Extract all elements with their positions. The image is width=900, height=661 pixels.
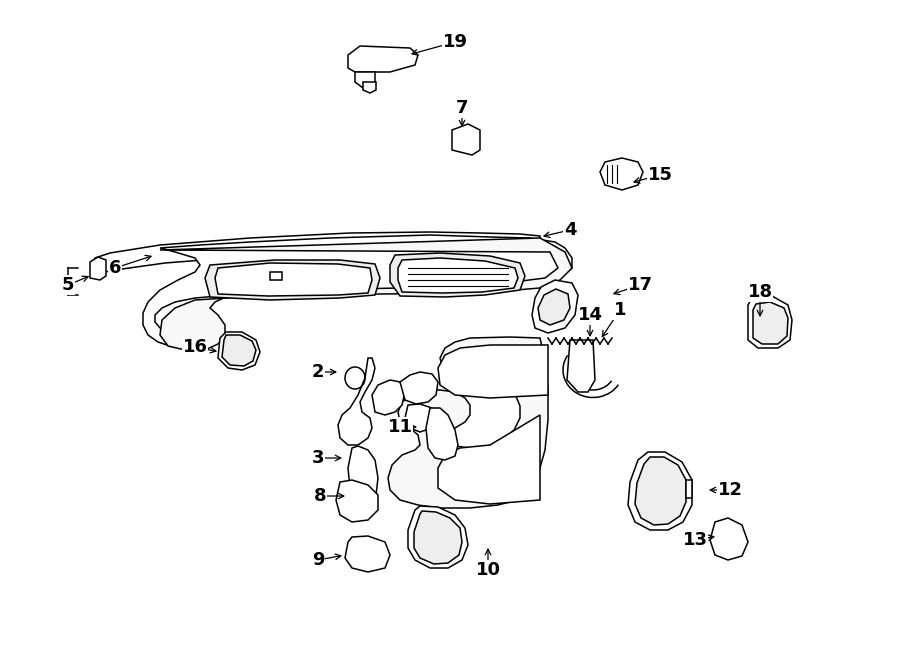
- Polygon shape: [143, 235, 572, 348]
- Polygon shape: [398, 258, 518, 293]
- Polygon shape: [95, 232, 540, 274]
- Polygon shape: [600, 158, 643, 190]
- Text: 8: 8: [314, 487, 327, 505]
- Polygon shape: [532, 280, 578, 333]
- Text: 5: 5: [62, 276, 74, 294]
- Polygon shape: [390, 253, 525, 297]
- Text: 4: 4: [563, 221, 576, 239]
- Polygon shape: [338, 358, 375, 445]
- Text: 9: 9: [311, 551, 324, 569]
- Polygon shape: [538, 289, 570, 325]
- Polygon shape: [336, 480, 378, 522]
- Polygon shape: [567, 340, 595, 392]
- Text: 2: 2: [311, 363, 324, 381]
- Text: 19: 19: [443, 33, 467, 51]
- Polygon shape: [372, 380, 405, 415]
- Polygon shape: [748, 296, 792, 348]
- Polygon shape: [426, 408, 458, 460]
- Polygon shape: [215, 263, 372, 296]
- Text: 14: 14: [578, 306, 602, 324]
- Polygon shape: [753, 302, 788, 344]
- Text: 10: 10: [475, 561, 500, 579]
- Polygon shape: [218, 332, 260, 370]
- Polygon shape: [710, 518, 748, 560]
- Polygon shape: [438, 345, 548, 398]
- Polygon shape: [628, 452, 692, 530]
- Polygon shape: [222, 335, 256, 366]
- Polygon shape: [355, 72, 375, 88]
- Text: 3: 3: [311, 449, 324, 467]
- Text: 6: 6: [109, 259, 122, 277]
- Polygon shape: [363, 82, 376, 93]
- Text: 11: 11: [388, 418, 412, 436]
- Polygon shape: [452, 124, 480, 155]
- Text: 18: 18: [747, 283, 772, 301]
- Polygon shape: [635, 457, 686, 525]
- Polygon shape: [408, 506, 468, 568]
- Polygon shape: [414, 511, 462, 564]
- Polygon shape: [405, 404, 436, 432]
- Text: 17: 17: [627, 276, 652, 294]
- Text: 13: 13: [682, 531, 707, 549]
- Polygon shape: [160, 238, 572, 350]
- Text: 1: 1: [614, 301, 626, 319]
- Polygon shape: [345, 536, 390, 572]
- Text: 15: 15: [647, 166, 672, 184]
- Polygon shape: [400, 372, 438, 404]
- Text: 16: 16: [183, 338, 208, 356]
- Polygon shape: [348, 446, 378, 500]
- Text: 7: 7: [455, 99, 468, 117]
- Polygon shape: [270, 272, 282, 280]
- Polygon shape: [90, 257, 106, 280]
- Polygon shape: [348, 46, 418, 72]
- Polygon shape: [205, 260, 380, 300]
- Polygon shape: [686, 480, 692, 498]
- Polygon shape: [388, 337, 548, 508]
- Text: 12: 12: [717, 481, 742, 499]
- Polygon shape: [438, 415, 540, 504]
